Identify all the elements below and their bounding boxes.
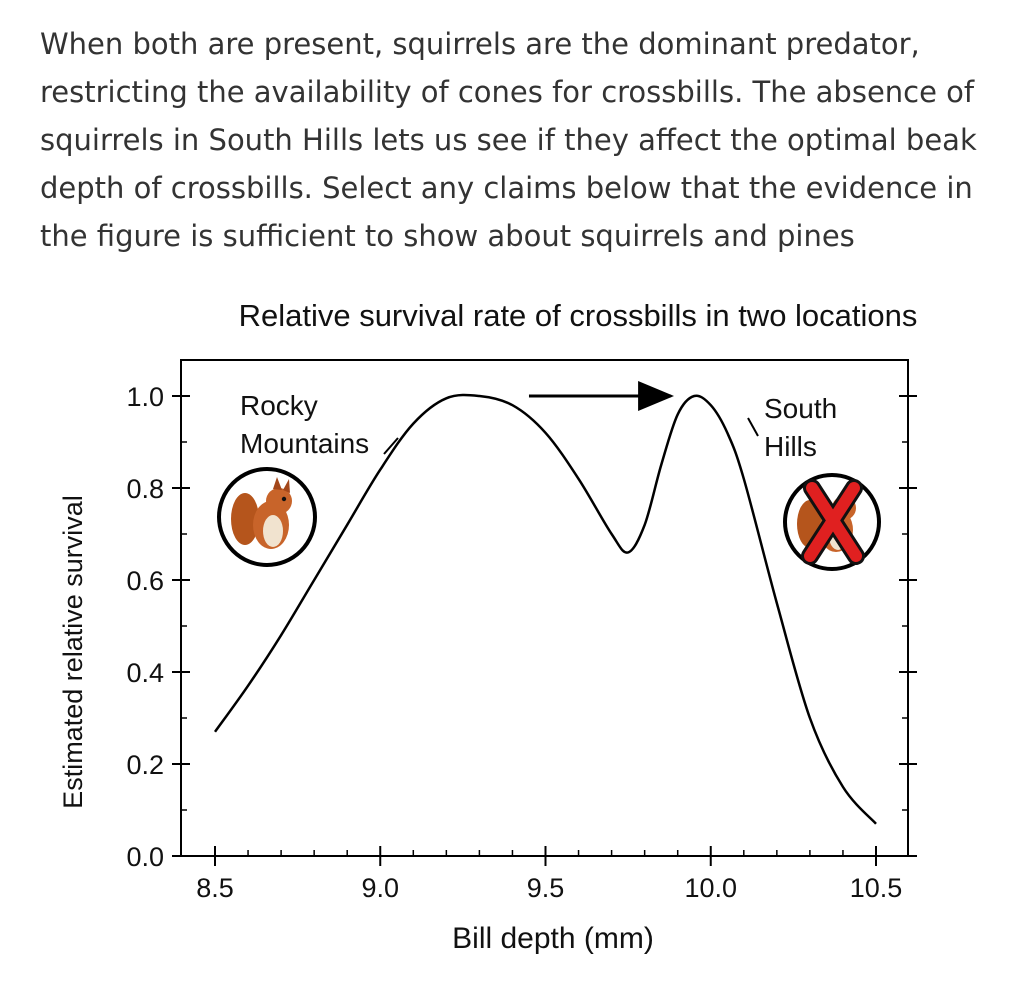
south-label-line2: Hills [764, 431, 817, 462]
south-hills-label: South Hills [764, 393, 845, 462]
question-line: squirrels in South Hills lets us see if … [40, 123, 977, 157]
x-tick-label: 10.5 [850, 873, 903, 903]
question-line: When both are present, squirrels are the… [40, 27, 920, 61]
question-text: When both are present, squirrels are the… [40, 20, 980, 260]
survival-curve [213, 393, 877, 825]
x-tick-label: 8.5 [196, 873, 234, 903]
y-tick-label: 0.8 [126, 474, 164, 504]
x-tick-label: 9.5 [527, 873, 565, 903]
south-label-line1: South [764, 393, 837, 424]
rocky-label-line2: Mountains [240, 428, 369, 459]
axis-ticks [172, 395, 917, 866]
question-line: restricting the availability of cones fo… [40, 75, 975, 109]
x-tick-label: 10.0 [684, 873, 737, 903]
chart-title: Relative survival rate of crossbills in … [239, 298, 918, 333]
tick-labels: 0.0 0.2 0.4 0.6 0.8 1.0 8.5 9.0 9.5 10.0 10.5 [126, 382, 902, 903]
y-tick-label: 0.2 [126, 750, 164, 780]
y-tick-label: 0.6 [126, 566, 164, 596]
x-axis-label: Bill depth (mm) [452, 922, 654, 955]
squirrel-icon [217, 467, 317, 567]
rocky-label-line1: Rocky [240, 390, 318, 421]
rocky-pointer-line [383, 437, 399, 455]
rocky-mountains-label: Rocky Mountains [240, 390, 369, 459]
y-tick-label: 1.0 [126, 382, 164, 412]
survival-chart: Relative survival rate of crossbills in … [58, 298, 918, 955]
y-tick-label: 0.4 [126, 658, 164, 688]
question-line: the figure is sufficient to show about s… [40, 219, 855, 253]
no-squirrel-icon [783, 473, 881, 571]
y-axis-label: Estimated relative survival [58, 495, 88, 809]
x-tick-label: 9.0 [361, 873, 399, 903]
question-line: depth of crossbills. Select any claims b… [40, 171, 973, 205]
survival-chart-figure: Relative survival rate of crossbills in … [0, 280, 1024, 980]
south-pointer-line [747, 417, 759, 437]
y-tick-label: 0.0 [126, 842, 164, 872]
